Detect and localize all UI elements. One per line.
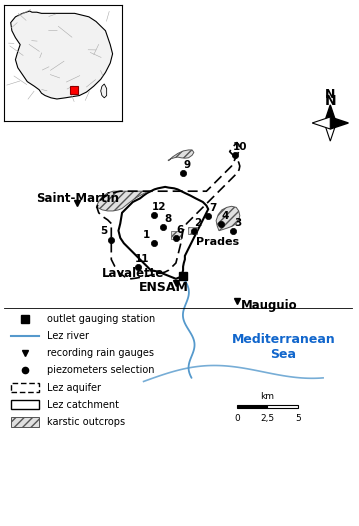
Text: 7: 7: [209, 204, 216, 214]
Bar: [267, 405, 298, 408]
Polygon shape: [216, 206, 240, 231]
Polygon shape: [324, 123, 336, 141]
Polygon shape: [118, 187, 208, 279]
Text: 5: 5: [295, 414, 301, 423]
Text: Lez aquifer: Lez aquifer: [47, 382, 101, 392]
Text: outlet gauging station: outlet gauging station: [47, 313, 155, 323]
Polygon shape: [11, 11, 113, 99]
Text: Saint-Martin: Saint-Martin: [36, 192, 119, 205]
Text: N: N: [325, 88, 335, 101]
Text: 1: 1: [143, 230, 150, 240]
Text: piezometers selection: piezometers selection: [47, 366, 154, 376]
Text: 11: 11: [135, 254, 150, 264]
Bar: [11, 383, 39, 392]
Text: Lez catchment: Lez catchment: [47, 400, 119, 410]
Polygon shape: [324, 105, 336, 123]
Polygon shape: [312, 117, 330, 129]
Text: 6: 6: [177, 225, 184, 235]
Text: 2,5: 2,5: [260, 414, 275, 423]
Bar: [237, 405, 267, 408]
Text: km: km: [261, 392, 274, 401]
Text: 5: 5: [100, 226, 107, 236]
Polygon shape: [101, 84, 107, 98]
Bar: [11, 400, 39, 409]
Text: 10: 10: [233, 143, 248, 153]
Text: 12: 12: [151, 201, 166, 211]
Text: Lez river: Lez river: [47, 331, 89, 341]
Text: recording rain gauges: recording rain gauges: [47, 348, 154, 358]
Text: 3: 3: [234, 218, 241, 228]
Text: 2: 2: [194, 218, 201, 228]
Text: Mauguio: Mauguio: [241, 299, 297, 312]
Text: karstic outcrops: karstic outcrops: [47, 417, 125, 427]
Text: 0: 0: [234, 414, 240, 423]
Text: ENSAM: ENSAM: [139, 281, 188, 294]
Text: 9: 9: [184, 160, 191, 170]
Polygon shape: [96, 191, 149, 211]
Polygon shape: [168, 150, 194, 160]
Text: Mediterranean
Sea: Mediterranean Sea: [232, 333, 335, 361]
Text: Prades: Prades: [196, 237, 239, 247]
Bar: [11, 417, 39, 427]
Polygon shape: [330, 117, 348, 129]
Bar: [188, 227, 197, 234]
Text: Lavalette: Lavalette: [102, 267, 164, 280]
Text: 8: 8: [164, 214, 171, 224]
Text: 4: 4: [222, 210, 229, 220]
Bar: [70, 86, 78, 94]
Text: N: N: [325, 94, 336, 108]
Bar: [171, 230, 181, 239]
